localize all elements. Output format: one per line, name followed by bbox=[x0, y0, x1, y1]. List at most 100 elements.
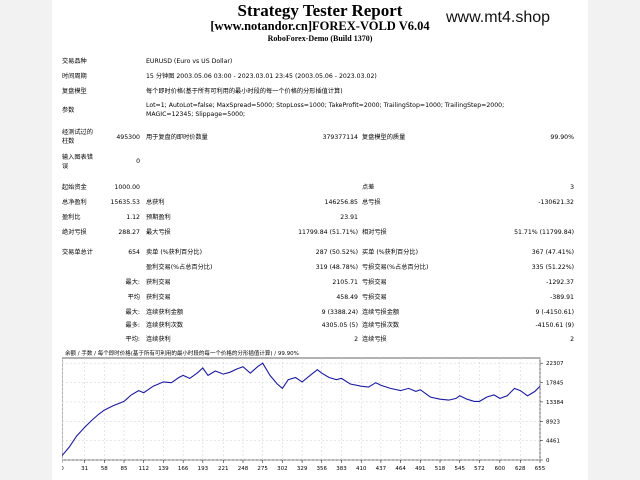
gross-profit-label: 总获利 bbox=[146, 199, 165, 206]
x-tick-label: 85 bbox=[121, 466, 128, 472]
x-tick-label: 628 bbox=[515, 466, 526, 472]
x-tick-label: 58 bbox=[101, 466, 108, 472]
plot-frame bbox=[61, 357, 541, 461]
net-profit-label: 总净盈利 bbox=[62, 199, 87, 206]
deposit-label: 起始资金 bbox=[62, 184, 87, 191]
x-tick-label: 248 bbox=[238, 466, 249, 472]
y-tick-label: 13384 bbox=[546, 400, 564, 406]
short-positions-value: 287 (50.52%) bbox=[315, 249, 358, 256]
profit-factor-value: 1.12 bbox=[126, 214, 140, 221]
y-tick-label: 8923 bbox=[546, 419, 560, 425]
y-tick-label: 4461 bbox=[546, 439, 560, 445]
maximal-losses-value: -4150.61 (9) bbox=[535, 322, 574, 329]
largest-loss-value: -1292.37 bbox=[546, 279, 574, 286]
maximal-prefix: 最多: bbox=[125, 322, 140, 329]
expected-payoff-value: 23.91 bbox=[340, 214, 358, 221]
spread-value: 3 bbox=[570, 184, 574, 191]
largest-profit-label: 获利交易 bbox=[146, 279, 171, 286]
x-tick-label: 0 bbox=[62, 466, 64, 472]
x-tick-label: 491 bbox=[415, 466, 426, 472]
net-profit-value: 15635.53 bbox=[110, 199, 140, 206]
bars-label-1: 经测试过的 bbox=[62, 129, 93, 136]
deposit-value: 1000.00 bbox=[114, 184, 140, 191]
errors-label-2: 误 bbox=[62, 163, 69, 170]
x-tick-label: 518 bbox=[435, 466, 446, 472]
ticks-label: 用于复盘的即时价数量 bbox=[146, 134, 208, 141]
gross-profit-value: 146256.85 bbox=[324, 199, 358, 206]
absolute-drawdown-value: 288.27 bbox=[118, 229, 140, 236]
profit-trades-value: 319 (48.78%) bbox=[315, 264, 358, 271]
largest-loss-label: 亏损交易 bbox=[362, 279, 387, 286]
y-tick-label: 22307 bbox=[546, 361, 564, 367]
y-tick-label: 0 bbox=[546, 458, 550, 464]
maximal-wins-label: 连续获利次数 bbox=[146, 322, 184, 329]
profit-factor-label: 盈利比 bbox=[62, 214, 81, 221]
avg-profit-value: 458.49 bbox=[336, 294, 358, 301]
largest-prefix: 最大: bbox=[125, 279, 140, 286]
model-label: 复盘模型 bbox=[62, 88, 87, 95]
largest-profit-value: 2105.71 bbox=[332, 279, 358, 286]
bars-label-2: 柱数 bbox=[62, 138, 75, 145]
x-tick-label: 545 bbox=[454, 466, 465, 472]
x-tick-label: 275 bbox=[257, 466, 268, 472]
report-page: Strategy Tester Report [www.notandor.cn]… bbox=[52, 0, 588, 480]
absolute-drawdown-label: 绝对亏损 bbox=[62, 229, 87, 236]
ticks-value: 379377114 bbox=[322, 134, 358, 141]
balance-chart: 余额 / 手数 / 每个即时价格(基于所有可利用的最小时段的每一个价格的分形插值… bbox=[60, 348, 588, 480]
x-tick-label: 600 bbox=[495, 466, 506, 472]
avg-consec-wins-label: 连续获利 bbox=[146, 336, 171, 343]
max-consec-losses-label: 连续亏损金额 bbox=[362, 309, 400, 316]
max-consec-losses-value: 9 (-4150.61) bbox=[535, 309, 574, 316]
x-tick-label: 410 bbox=[356, 466, 367, 472]
long-positions-label: 买单 (%获利百分比) bbox=[362, 249, 418, 256]
x-tick-label: 302 bbox=[277, 466, 288, 472]
average-prefix: 平均 bbox=[127, 294, 140, 301]
params-line-1: Lot=1; AutoLot=false; MaxSpread=5000; St… bbox=[146, 102, 505, 109]
x-tick-label: 193 bbox=[198, 466, 209, 472]
params-line-2: MAGIC=12345; Slippage=5000; bbox=[146, 111, 246, 118]
chart-legend: 余额 / 手数 / 每个即时价格(基于所有可利用的最小时段的每一个价格的分形插值… bbox=[65, 349, 299, 357]
symbol-value: EURUSD (Euro vs US Dollar) bbox=[146, 58, 233, 65]
gross-loss-value: -130621.32 bbox=[538, 199, 574, 206]
max-drawdown-value: 11799.84 (51.71%) bbox=[298, 229, 358, 236]
model-value: 每个即时价格(基于所有可利用的最小时段的每一个价格的分形插值计算) bbox=[146, 88, 343, 95]
watermark-text: www.mt4.shop bbox=[446, 9, 551, 26]
x-tick-label: 329 bbox=[297, 466, 308, 472]
period-label: 时间周期 bbox=[62, 73, 87, 80]
errors-label-1: 输入图表错 bbox=[62, 154, 93, 161]
max-consec-prefix: 最大: bbox=[125, 309, 140, 316]
loss-trades-value: 335 (51.22%) bbox=[531, 264, 574, 271]
x-tick-label: 221 bbox=[218, 466, 229, 472]
avg-loss-value: -389.91 bbox=[550, 294, 574, 301]
x-tick-label: 655 bbox=[535, 466, 546, 472]
params-label: 参数 bbox=[62, 107, 75, 114]
balance-line bbox=[61, 362, 541, 457]
x-tick-label: 31 bbox=[81, 466, 88, 472]
symbol-label: 交易品种 bbox=[62, 58, 87, 65]
balance-chart-svg: 余额 / 手数 / 每个即时价格(基于所有可利用的最小时段的每一个价格的分形插值… bbox=[60, 349, 564, 472]
loss-trades-label: 亏损交易(%占总百分比) bbox=[362, 264, 429, 271]
period-value: 15 分钟图 2003.05.06 03:00 - 2023.03.01 23:… bbox=[146, 73, 377, 80]
relative-drawdown-label: 相对亏损 bbox=[362, 229, 387, 236]
total-trades-value: 654 bbox=[128, 249, 140, 256]
x-tick-label: 383 bbox=[336, 466, 347, 472]
bars-value: 495300 bbox=[116, 134, 140, 141]
avg-profit-label: 获利交易 bbox=[146, 294, 171, 301]
x-tick-label: 572 bbox=[474, 466, 485, 472]
relative-drawdown-value: 51.71% (11799.84) bbox=[514, 229, 574, 236]
expected-payoff-label: 预期盈利 bbox=[146, 214, 171, 221]
total-trades-label: 交易单总计 bbox=[62, 249, 93, 256]
spread-label: 点差 bbox=[362, 184, 375, 191]
avg-consec-losses-label: 连续亏损 bbox=[362, 336, 387, 343]
avg-consec-losses-value: 2 bbox=[570, 336, 574, 343]
long-positions-value: 367 (47.41%) bbox=[531, 249, 574, 256]
x-tick-label: 112 bbox=[138, 466, 149, 472]
server-build: RoboForex-Demo (Build 1370) bbox=[267, 34, 373, 43]
expert-name: [www.notandor.cn]FOREX-VOLD V6.04 bbox=[210, 19, 430, 33]
short-positions-label: 卖单 (%获利百分比) bbox=[146, 249, 202, 256]
x-tick-label: 437 bbox=[376, 466, 387, 472]
avg-consec-wins-value: 2 bbox=[354, 336, 358, 343]
gross-loss-label: 总亏损 bbox=[362, 199, 381, 206]
y-tick-label: 17845 bbox=[546, 381, 564, 387]
max-consec-wins-value: 9 (3388.24) bbox=[321, 309, 358, 316]
